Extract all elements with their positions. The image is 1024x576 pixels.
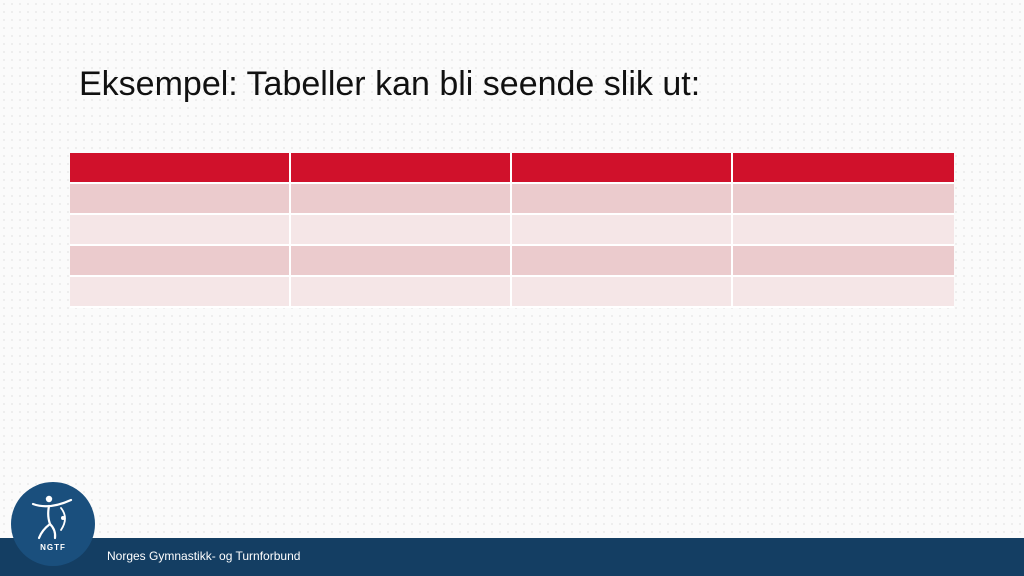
logo-text: NGTF bbox=[40, 543, 66, 552]
table-cell bbox=[512, 215, 733, 246]
table-cell bbox=[733, 184, 954, 215]
table-header-row bbox=[70, 153, 954, 184]
table-cell bbox=[512, 277, 733, 308]
table-cell bbox=[291, 184, 512, 215]
table-cell bbox=[291, 215, 512, 246]
table-header-cell bbox=[512, 153, 733, 184]
slide-title: Eksempel: Tabeller kan bli seende slik u… bbox=[79, 65, 701, 103]
table-header-cell bbox=[733, 153, 954, 184]
table-header-cell bbox=[70, 153, 291, 184]
table-header-cell bbox=[291, 153, 512, 184]
gymnast-logo-icon bbox=[31, 495, 73, 540]
table-cell bbox=[291, 246, 512, 277]
table-row bbox=[70, 246, 954, 277]
example-table bbox=[70, 153, 954, 308]
table-row bbox=[70, 277, 954, 308]
table-cell bbox=[733, 215, 954, 246]
table-cell bbox=[70, 277, 291, 308]
table-cell bbox=[512, 246, 733, 277]
ngtf-logo: NGTF bbox=[11, 482, 95, 566]
table-cell bbox=[70, 215, 291, 246]
table-cell bbox=[70, 246, 291, 277]
table-cell bbox=[70, 184, 291, 215]
table-cell bbox=[291, 277, 512, 308]
table-cell bbox=[733, 277, 954, 308]
table-row bbox=[70, 215, 954, 246]
footer-bar: Norges Gymnastikk- og Turnforbund bbox=[0, 538, 1024, 576]
table-row bbox=[70, 184, 954, 215]
table-cell bbox=[512, 184, 733, 215]
organization-name: Norges Gymnastikk- og Turnforbund bbox=[107, 549, 301, 563]
table-cell bbox=[733, 246, 954, 277]
